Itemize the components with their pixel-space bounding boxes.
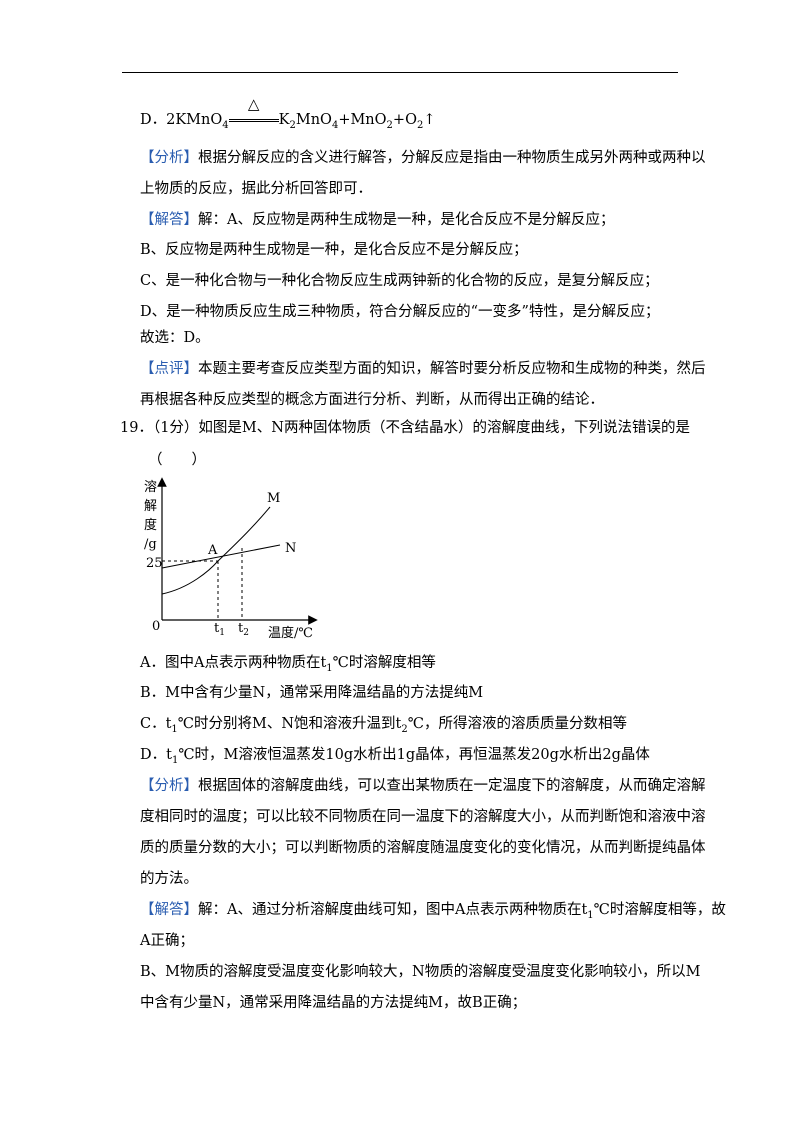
subscript: 1: [587, 909, 594, 921]
equals-bar: [228, 119, 279, 122]
text-line: 上物质的反应，据此分析回答即可．: [140, 179, 372, 199]
curve-label: M: [267, 491, 280, 506]
text-run: K: [278, 112, 290, 128]
text-run: ↑: [423, 112, 436, 128]
text-line: 【分析】根据分解反应的含义进行解答，分解反应是指由一种物质生成另外两种或两种以: [140, 148, 706, 168]
text-run: ℃，所得溶液的溶质质量分数相等: [407, 716, 627, 732]
text-line: C、是一种化合物与一种化合物反应生成两钟新的化合物的反应，是复分解反应；: [140, 271, 659, 291]
subscript: 2: [386, 119, 393, 131]
text-run: ℃时，M溶液恒温蒸发10g水析出1g晶体，再恒温蒸发20g水析出2g晶体: [178, 747, 650, 763]
text-line: A．图中A点表示两种物质在t1℃时溶解度相等: [140, 653, 436, 679]
text-line: 再根据各种反应类型的概念方面进行分析、判断，从而得出正确的结论．: [140, 390, 604, 410]
subscript: 4: [222, 119, 229, 131]
text-run: ℃时分别将M、N饱和溶液升温到t: [177, 716, 402, 732]
header-rule: [122, 72, 678, 73]
text-run: （ ）: [148, 452, 206, 468]
text-run: 质的质量分数的大小；可以判断物质的溶解度随温度变化的变化情况，从而判断提纯晶体: [140, 840, 706, 856]
text-line: A正确；: [140, 931, 194, 951]
text-run: D．2KMnO: [140, 112, 223, 128]
section-tag: 【解答】: [140, 212, 198, 228]
reaction-condition: △: [228, 95, 279, 130]
section-tag: 【分析】: [140, 150, 198, 166]
subscript: 1: [326, 662, 333, 674]
text-line: （ ）: [148, 450, 206, 470]
text-run: A正确；: [140, 933, 194, 949]
text-line: 质的质量分数的大小；可以判断物质的溶解度随温度变化的变化情况，从而判断提纯晶体: [140, 838, 706, 858]
text-run: 解：A、通过分析溶解度曲线可知，图中A点表示两种物质在t: [198, 902, 588, 918]
subscript: 2: [243, 628, 249, 638]
text-line: D、是一种物质反应生成三种物质，符合分解反应的“一变多”特性，是分解反应；: [140, 302, 659, 322]
subscript: 4: [331, 119, 339, 131]
text-run: C．t: [140, 716, 172, 732]
text-line: 【点评】本题主要考查反应类型方面的知识，解答时要分析反应物和生成物的种类，然后: [140, 359, 706, 379]
text-run: +MnO: [338, 112, 387, 128]
section-tag: 【点评】: [140, 361, 198, 377]
text-run: +O: [392, 112, 417, 128]
text-line: B．M中含有少量N，通常采用降温结晶的方法提纯M: [140, 683, 483, 703]
text-run: 解：A、反应物是两种生成物是一种，是化合反应不是分解反应；: [198, 212, 615, 228]
y-axis-label: 解: [144, 499, 157, 514]
text-line: B、反应物是两种生成物是一种，是化合反应不是分解反应；: [140, 240, 528, 260]
x-axis-label: 温度/℃: [268, 625, 313, 641]
subscript: 1: [171, 723, 178, 735]
y-axis-label: /g: [144, 537, 157, 552]
condition-symbol: △: [247, 95, 260, 113]
curve-n: [161, 544, 281, 569]
text-run: D．t: [140, 747, 172, 763]
text-line: B、M物质的溶解度受温度变化影响较大，N物质的溶解度受温度变化影响较小，所以M: [140, 962, 701, 982]
y-value-label: 25: [146, 556, 163, 571]
text-run: 本题主要考查反应类型方面的知识，解答时要分析反应物和生成物的种类，然后: [198, 361, 706, 377]
text-run: 上物质的反应，据此分析回答即可．: [140, 181, 372, 197]
text-run: ℃时溶解度相等: [332, 655, 436, 671]
text-run: ℃时溶解度相等，故: [593, 902, 726, 918]
text-run: 19．（1分）如图是M、N两种固体物质（不含结晶水）的溶解度曲线，下列说法错误的…: [120, 420, 690, 436]
y-axis-label: 度: [144, 517, 157, 533]
subscript: 1: [219, 628, 225, 638]
subscript: 2: [289, 119, 296, 131]
text-run: t: [238, 621, 244, 636]
x-tick-label: t2: [238, 621, 249, 638]
text-run: t: [214, 621, 220, 636]
origin-label: 0: [152, 619, 160, 634]
text-line: 中含有少量N，通常采用降温结晶的方法提纯M，故B正确；: [140, 993, 526, 1013]
subscript: 2: [401, 723, 408, 735]
text-line: C．t1℃时分别将M、N饱和溶液升温到t2℃，所得溶液的溶质质量分数相等: [140, 714, 627, 740]
text-run: 中含有少量N，通常采用降温结晶的方法提纯M，故B正确；: [140, 995, 527, 1011]
text-run: MnO: [295, 112, 332, 128]
text-run: 根据分解反应的含义进行解答，分解反应是指由一种物质生成另外两种或两种以: [198, 150, 706, 166]
text-line: 度相同时的温度；可以比较不同物质在同一温度下的溶解度大小，从而判断饱和溶液中溶: [140, 807, 706, 827]
text-run: B、M物质的溶解度受温度变化影响较大，N物质的溶解度受温度变化影响较小，所以M: [140, 964, 701, 980]
guide-lines: [162, 548, 243, 620]
text-line: D．t1℃时，M溶液恒温蒸发10g水析出1g晶体，再恒温蒸发20g水析出2g晶体: [140, 745, 650, 771]
text-run: A．图中A点表示两种物质在t: [140, 655, 327, 671]
y-axis-label: 溶: [144, 480, 157, 495]
text-line: 的方法。: [140, 869, 198, 889]
x-tick-label: t1: [214, 621, 225, 638]
text-run: B、反应物是两种生成物是一种，是化合反应不是分解反应；: [140, 242, 528, 258]
text-run: 根据固体的溶解度曲线，可以查出某物质在一定温度下的溶解度，从而确定溶解: [198, 778, 706, 794]
text-line: 19．（1分）如图是M、N两种固体物质（不含结晶水）的溶解度曲线，下列说法错误的…: [120, 418, 690, 438]
text-run: B．M中含有少量N，通常采用降温结晶的方法提纯M: [140, 685, 484, 701]
section-tag: 【解答】: [140, 902, 198, 918]
text-line: D．2KMnO4 △ K2MnO4+MnO2+O2↑: [140, 95, 436, 136]
text-run: 再根据各种反应类型的概念方面进行分析、判断，从而得出正确的结论．: [140, 392, 604, 408]
curve-label: N: [285, 541, 296, 556]
subscript: 1: [171, 754, 179, 766]
text-line: 【分析】根据固体的溶解度曲线，可以查出某物质在一定温度下的溶解度，从而确定溶解: [140, 776, 706, 796]
text-run: 故选：D。: [140, 330, 210, 346]
text-run: C、是一种化合物与一种化合物反应生成两钟新的化合物的反应，是复分解反应；: [140, 273, 659, 289]
text-line: 故选：D。: [140, 328, 210, 348]
section-tag: 【分析】: [140, 778, 198, 794]
text-line: 【解答】解：A、反应物是两种生成物是一种，是化合反应不是分解反应；: [140, 210, 614, 230]
text-run: 度相同时的温度；可以比较不同物质在同一温度下的溶解度大小，从而判断饱和溶液中溶: [140, 809, 706, 825]
text-line: 【解答】解：A、通过分析溶解度曲线可知，图中A点表示两种物质在t1℃时溶解度相等…: [140, 900, 726, 926]
point-label: A: [207, 543, 218, 558]
text-run: 的方法。: [140, 871, 198, 887]
subscript: 2: [416, 119, 424, 131]
text-run: D、是一种物质反应生成三种物质，符合分解反应的“一变多”特性，是分解反应；: [140, 304, 660, 320]
